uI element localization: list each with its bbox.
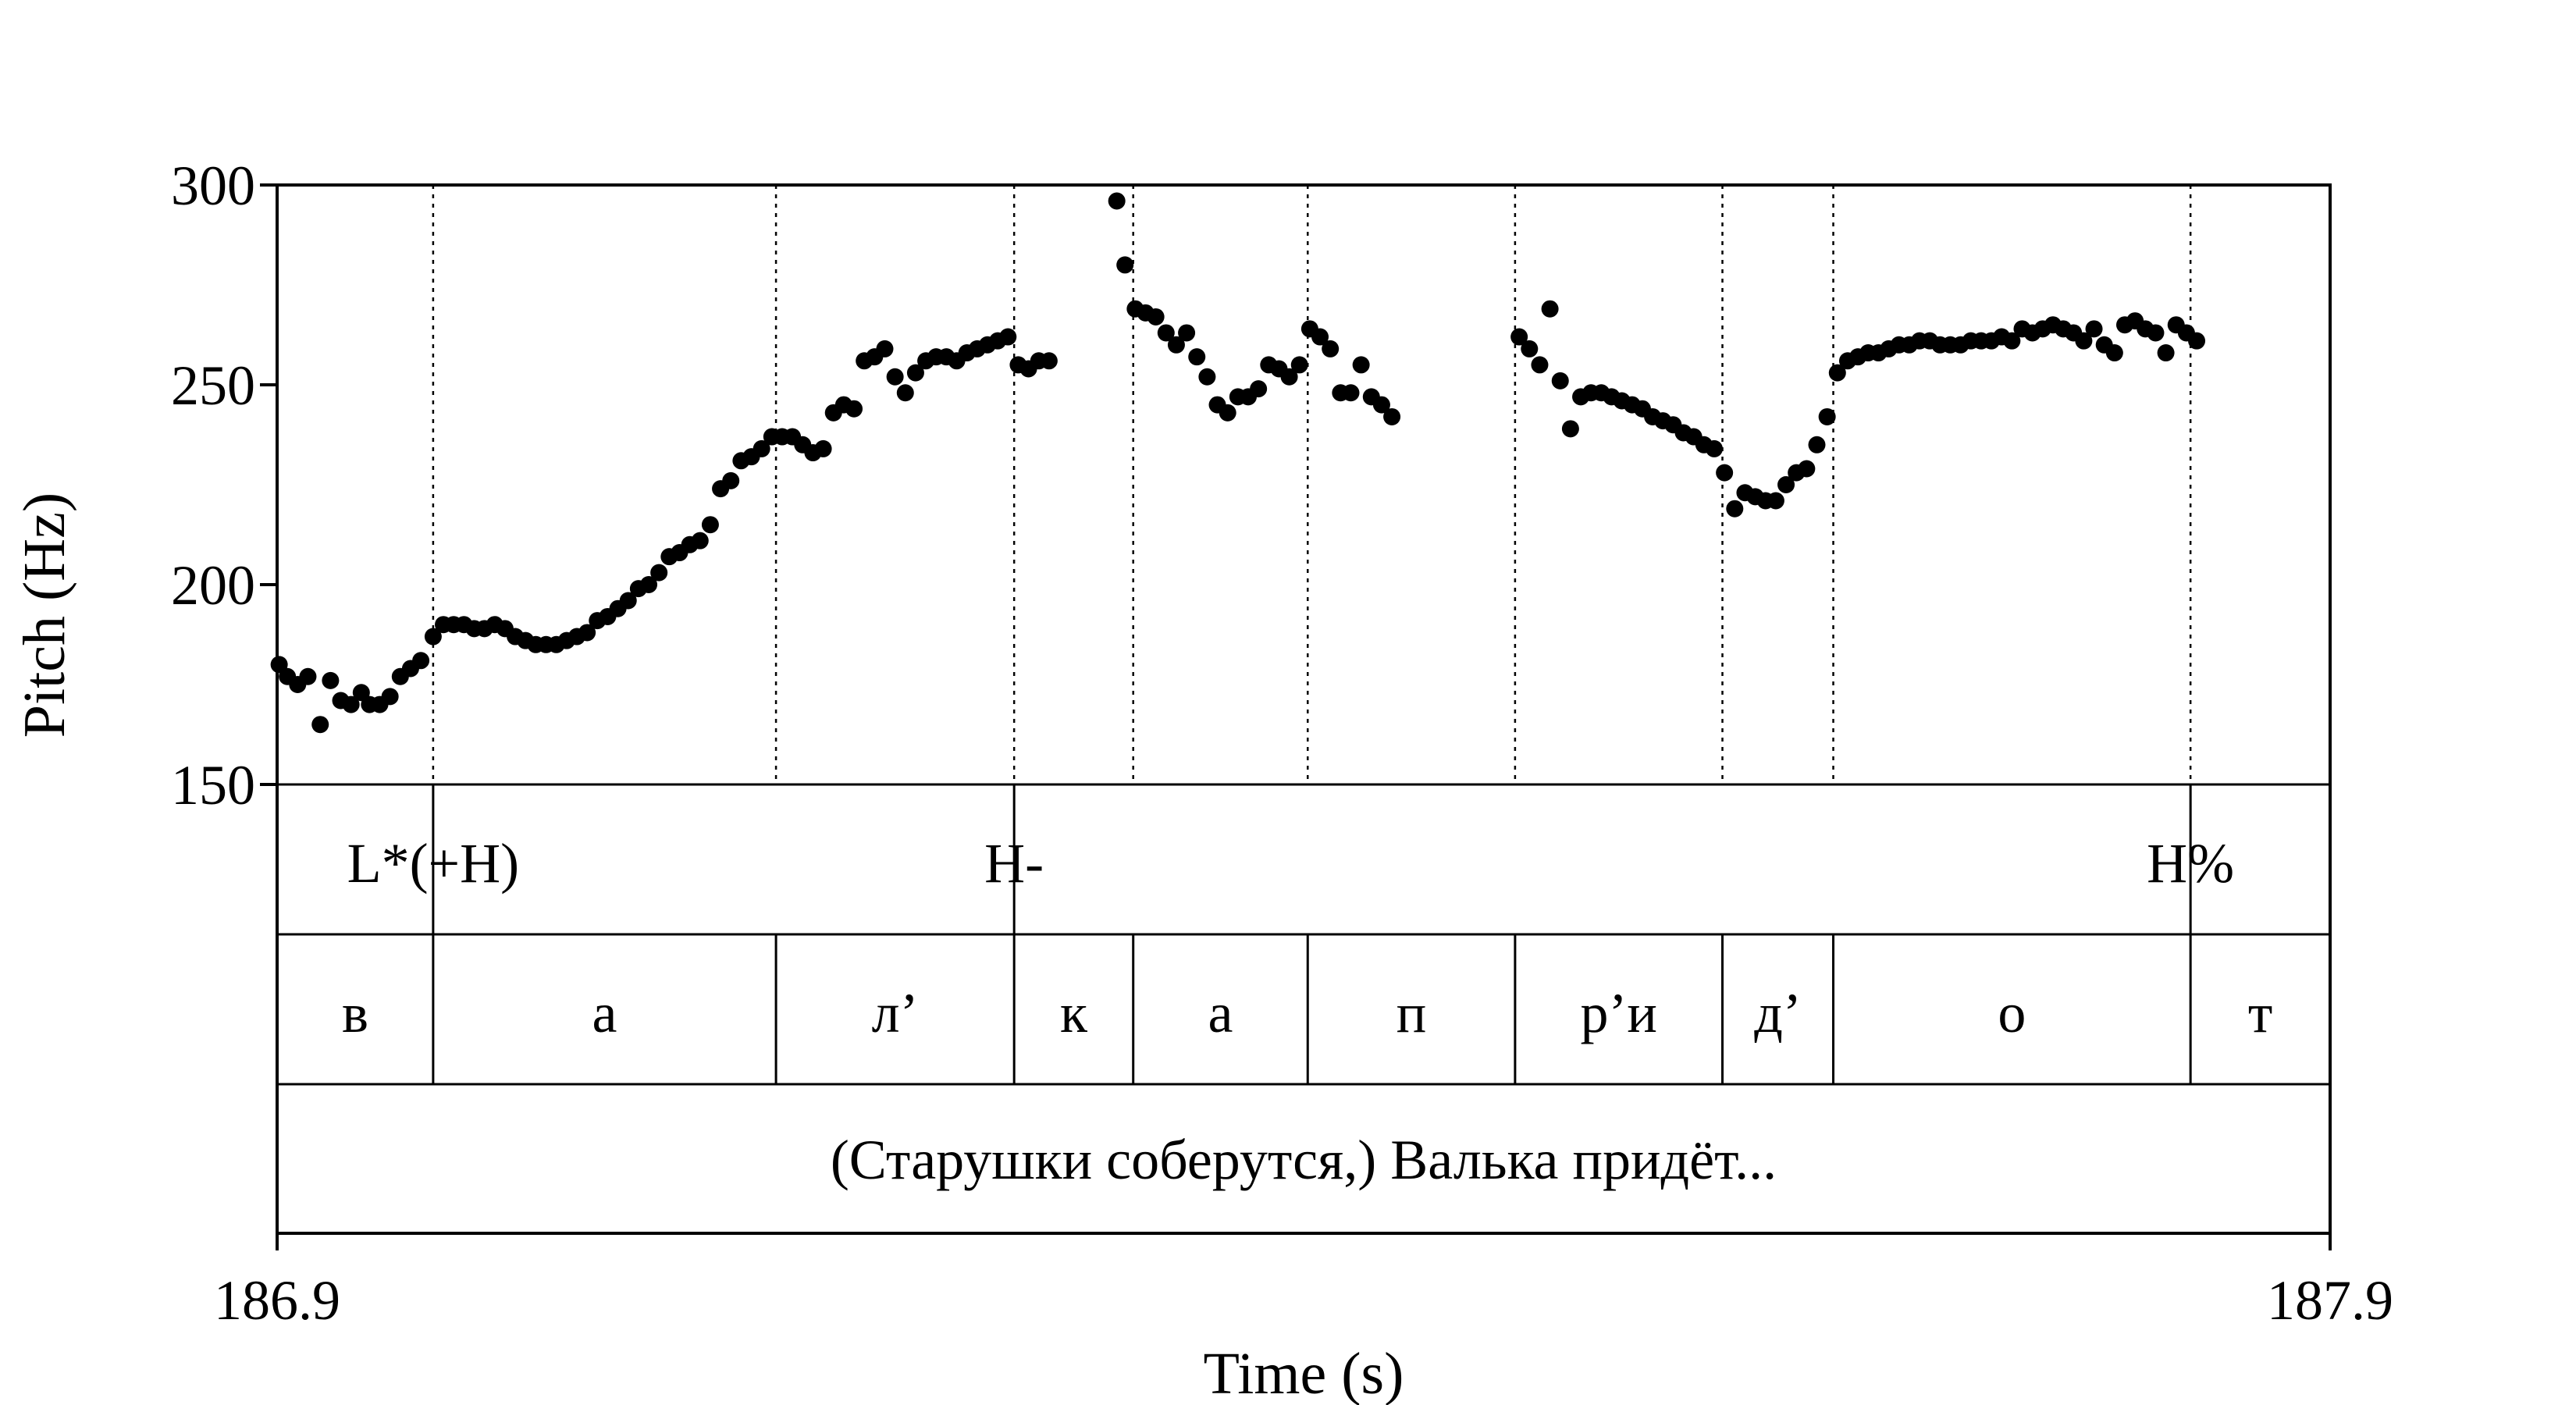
y-tick-label-150: 150 — [171, 754, 255, 816]
pitch-point-1-0 — [1108, 192, 1126, 210]
pitch-point-0-0 — [270, 656, 288, 674]
tone-label-2: H% — [2147, 832, 2234, 895]
pitch-point-0-60 — [886, 368, 904, 386]
pitch-point-0-62 — [906, 364, 924, 382]
pitch-point-2-48 — [2003, 332, 2021, 350]
pitch-point-0-4 — [311, 716, 329, 734]
pitch-point-2-5 — [1561, 420, 1579, 438]
segment-label-3: к — [1060, 982, 1088, 1044]
pitch-point-1-21 — [1322, 340, 1340, 357]
segment-label-6: р’и — [1580, 982, 1657, 1044]
pitch-point-2-30 — [1818, 407, 1836, 425]
pitch-point-0-56 — [845, 400, 863, 418]
y-tick-label-200: 200 — [171, 554, 255, 617]
y-tick-label-300: 300 — [171, 155, 255, 217]
tone-label-0: L*(+H) — [347, 832, 520, 895]
pitch-point-1-1 — [1116, 256, 1134, 274]
pitch-point-2-29 — [1808, 436, 1826, 454]
pitch-point-2-19 — [1706, 439, 1723, 457]
pitch-point-1-24 — [1352, 356, 1370, 374]
pitch-point-2-26 — [1777, 476, 1795, 493]
pitch-point-1-26 — [1372, 396, 1390, 414]
pitch-point-0-11 — [381, 688, 399, 706]
pitch-point-0-41 — [691, 532, 709, 550]
y-tick-label-250: 250 — [171, 354, 255, 417]
pitch-point-0-34 — [619, 592, 637, 610]
pitch-point-2-58 — [2105, 344, 2123, 362]
segment-tier: в а л’ к а п р’и д’ о т — [342, 982, 2272, 1044]
pitch-point-2-25 — [1767, 492, 1784, 510]
tone-label-1: H- — [984, 832, 1044, 895]
pitch-point-2-0 — [1510, 328, 1528, 346]
pitch-point-0-71 — [999, 328, 1017, 346]
pitch-point-2-3 — [1541, 300, 1559, 318]
pitch-point-2-56 — [2085, 320, 2103, 338]
pitch-point-0-59 — [876, 340, 894, 357]
pitch-point-0-3 — [299, 667, 317, 685]
pitch-point-0-47 — [753, 439, 770, 457]
pitch-point-1-17 — [1280, 368, 1298, 386]
utterance-text: (Старушки соберутся,) Валька придёт... — [831, 1129, 1777, 1191]
pitch-point-1-20 — [1311, 328, 1329, 346]
segment-label-8: о — [1998, 982, 2026, 1044]
pitch-point-1-23 — [1342, 384, 1360, 402]
pitch-point-2-21 — [1726, 500, 1744, 518]
pitch-point-2-31 — [1828, 364, 1846, 382]
pitch-point-2-4 — [1551, 372, 1569, 389]
pitch-point-0-53 — [814, 439, 832, 457]
pitch-point-0-44 — [722, 471, 740, 489]
segment-label-7: д’ — [1754, 982, 1802, 1044]
segment-label-5: п — [1397, 982, 1427, 1044]
pitch-point-0-61 — [896, 384, 914, 402]
x-tick-label-0: 186.9 — [214, 1269, 340, 1332]
plot-frame — [276, 183, 2332, 1235]
pitch-point-2-28 — [1798, 460, 1816, 478]
pitch-point-1-5 — [1157, 324, 1175, 342]
pitch-point-2-62 — [2147, 324, 2165, 342]
tone-tier: L*(+H) H- H% — [347, 832, 2235, 895]
annotation-tiers — [276, 183, 2332, 1235]
pitch-point-2-2 — [1531, 356, 1549, 374]
pitch-point-1-7 — [1178, 324, 1196, 342]
pitch-point-2-1 — [1521, 340, 1539, 357]
pitch-point-1-11 — [1219, 404, 1236, 422]
segment-label-0: в — [342, 982, 368, 1044]
x-axis-title: Time (s) — [1204, 1341, 1404, 1405]
pitch-point-2-20 — [1716, 464, 1734, 482]
segment-label-9: т — [2248, 982, 2272, 1044]
pitch-point-1-18 — [1290, 356, 1308, 374]
pitch-point-1-6 — [1167, 336, 1185, 354]
pitch-point-2-63 — [2157, 344, 2175, 362]
segment-label-4: а — [1208, 982, 1233, 1044]
x-tick-label-1: 187.9 — [2267, 1269, 2393, 1332]
pitch-point-0-14 — [412, 652, 430, 670]
boundary-lines — [432, 185, 2192, 1084]
pitch-point-0-37 — [650, 564, 668, 582]
x-axis: 186.9 187.9 — [214, 1233, 2393, 1332]
pitch-points — [270, 192, 2206, 734]
pitch-point-0-42 — [701, 516, 719, 534]
pitch-point-0-7 — [342, 695, 360, 713]
segment-label-1: а — [592, 982, 617, 1044]
pitch-point-1-14 — [1250, 380, 1268, 398]
pitch-point-1-9 — [1198, 368, 1216, 386]
segment-label-2: л’ — [872, 982, 919, 1044]
pitch-point-1-8 — [1188, 348, 1206, 366]
pitch-point-0-36 — [640, 576, 658, 593]
pitch-point-0-30 — [578, 624, 596, 642]
pitch-point-0-5 — [322, 671, 340, 689]
pitch-point-1-27 — [1383, 407, 1401, 425]
pitch-point-0-8 — [352, 684, 370, 702]
y-axis-title: Pitch (Hz) — [12, 493, 77, 738]
pitch-point-2-66 — [2188, 332, 2206, 350]
y-axis: 150 200 250 300 — [171, 155, 277, 816]
pitch-point-0-15 — [424, 628, 442, 646]
pitch-point-1-4 — [1147, 308, 1165, 325]
pitch-point-0-75 — [1040, 352, 1058, 370]
pitch-point-2-55 — [2075, 332, 2093, 350]
